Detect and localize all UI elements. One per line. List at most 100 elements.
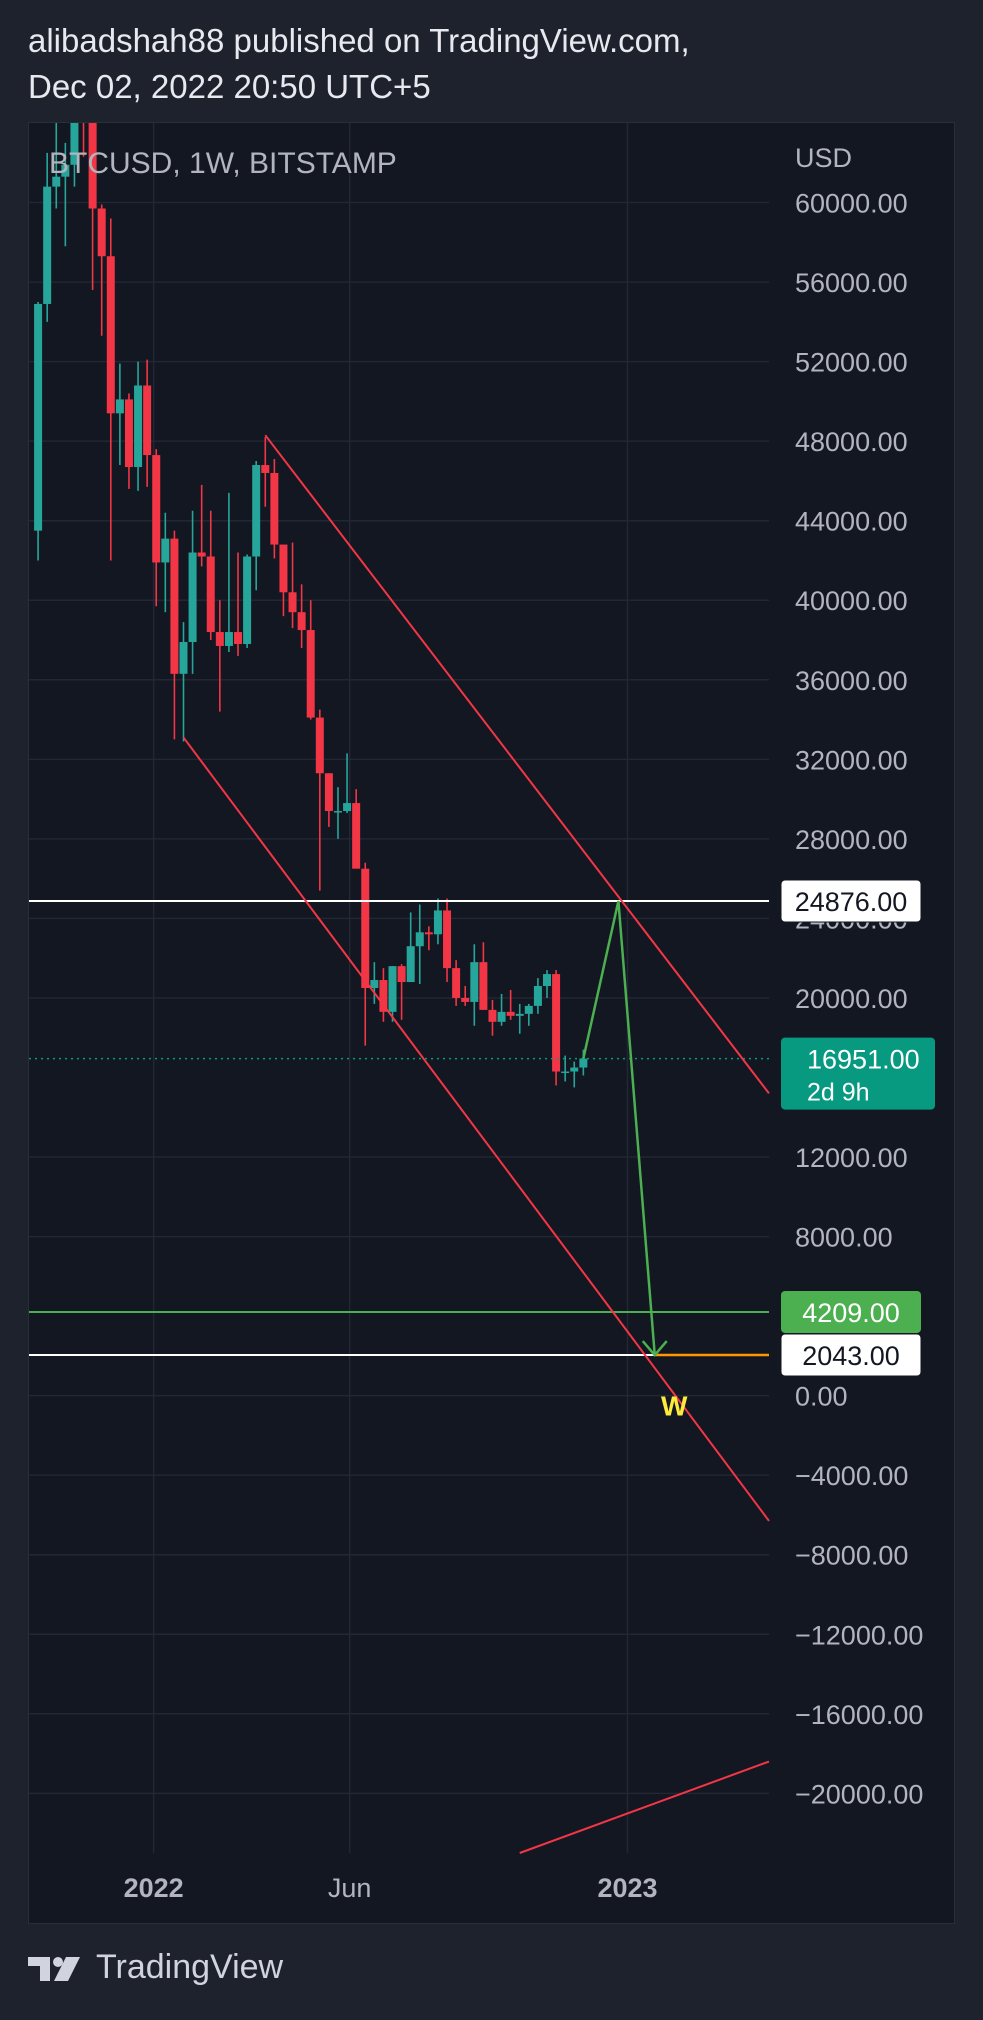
candle-body xyxy=(470,962,479,1002)
candle-body xyxy=(179,642,188,674)
y-tick-label: 0.00 xyxy=(795,1382,848,1412)
level-price-badge xyxy=(780,879,922,923)
y-tick-label: −20000.00 xyxy=(795,1779,923,1809)
y-tick-label: 56000.00 xyxy=(795,268,908,298)
candle-body xyxy=(461,997,470,1002)
candle-body xyxy=(370,980,379,988)
channel-upper-line xyxy=(264,434,770,1094)
y-tick-label: 8000.00 xyxy=(795,1223,893,1253)
last-price-badge xyxy=(781,1037,935,1110)
y-tick-label: 20000.00 xyxy=(795,984,908,1014)
x-tick-label: 2023 xyxy=(597,1873,657,1903)
candle-body xyxy=(88,123,97,209)
candle-body xyxy=(188,552,197,642)
candle-body xyxy=(243,556,252,644)
candle-body xyxy=(488,1009,497,1022)
candle-body xyxy=(288,592,297,613)
candle-body xyxy=(270,472,279,545)
candle-body xyxy=(533,986,542,1006)
candle-body xyxy=(261,465,270,473)
candle-body xyxy=(61,164,70,177)
candle-body xyxy=(215,632,224,646)
candle-body xyxy=(252,465,261,557)
publisher-line: alibadshah88 published on TradingView.co… xyxy=(28,22,690,59)
level-price-label: 24876.00 xyxy=(795,887,908,917)
currency-label: USD xyxy=(795,143,852,173)
candle-body xyxy=(506,1011,515,1016)
candle-body xyxy=(570,1067,579,1072)
candle-body xyxy=(397,966,406,983)
price-chart[interactable]: 2022 Jun 2023 60000.00 56000.00 52000.00 48000… xyxy=(29,123,956,1925)
y-tick-label: 12000.00 xyxy=(795,1143,908,1173)
y-tick-label: 40000.00 xyxy=(795,586,908,616)
candle-body xyxy=(524,1005,533,1014)
candle-body xyxy=(443,910,452,969)
y-tick-label: −16000.00 xyxy=(795,1700,923,1730)
level-price-label: 4209.00 xyxy=(802,1298,900,1328)
wave-label: W xyxy=(661,1391,688,1422)
x-tick-label: 2022 xyxy=(124,1873,184,1903)
candle-body xyxy=(561,1071,570,1074)
candle-body xyxy=(315,717,324,774)
level-price-badge xyxy=(780,1333,922,1377)
last-price-label: 16951.00 xyxy=(807,1045,920,1075)
trend-line xyxy=(519,1760,770,1854)
candle-body xyxy=(579,1058,588,1068)
candle-body xyxy=(452,968,461,998)
candle-body xyxy=(152,455,161,563)
level-price-badge xyxy=(781,1290,921,1333)
y-tick-label: 36000.00 xyxy=(795,666,908,696)
tradingview-brand[interactable]: TradingView xyxy=(96,1948,284,1986)
y-tick-label: 44000.00 xyxy=(795,507,908,537)
candle-body xyxy=(70,123,79,165)
candle-body xyxy=(543,974,551,987)
candle-body xyxy=(406,946,415,983)
channel-lower-line xyxy=(182,736,770,1522)
candle-body xyxy=(143,385,152,456)
candle-body xyxy=(115,399,124,414)
candle-body xyxy=(388,966,397,1012)
y-tick-label: 48000.00 xyxy=(795,427,908,457)
chart-title: BTCUSD, 1W, BITSTAMP xyxy=(49,147,397,180)
candle-body xyxy=(424,932,433,935)
candle-body xyxy=(361,868,370,988)
level-price-label: 2043.00 xyxy=(802,1341,900,1371)
candle-body xyxy=(34,303,43,531)
candle-body xyxy=(552,974,561,1072)
candle-body xyxy=(497,1011,506,1022)
candle-body xyxy=(379,980,388,1012)
y-tick-label: 28000.00 xyxy=(795,825,908,855)
candle-body xyxy=(333,811,342,813)
candle-body xyxy=(197,552,206,557)
y-tick-label: −8000.00 xyxy=(795,1541,908,1571)
publish-date: Dec 02, 2022 20:50 UTC+5 xyxy=(28,68,431,105)
candle-body xyxy=(224,632,233,646)
candle-body xyxy=(206,556,215,633)
candle-body xyxy=(161,538,170,563)
candle-body xyxy=(415,932,424,947)
projection-path xyxy=(582,900,657,1356)
footer: TradingView xyxy=(28,1948,283,1987)
candle-body xyxy=(279,544,288,593)
candle-body xyxy=(52,176,61,187)
candle-body xyxy=(106,256,115,414)
y-tick-label: −4000.00 xyxy=(795,1461,908,1491)
candle-body xyxy=(433,910,442,935)
candle-body xyxy=(97,208,106,257)
candle-body xyxy=(134,385,143,468)
bar-countdown-label: 2d 9h xyxy=(807,1079,870,1107)
publish-info: alibadshah88 published on TradingView.co… xyxy=(28,18,690,110)
chart-panel[interactable]: 2022 Jun 2023 60000.00 56000.00 52000.00 48000… xyxy=(28,122,955,1924)
candle-body xyxy=(324,773,333,812)
candle-body xyxy=(170,538,179,674)
candle-body xyxy=(515,1013,524,1016)
projection-arrowhead xyxy=(641,1340,668,1357)
candle-body xyxy=(234,632,243,644)
candle-body xyxy=(306,630,315,718)
candle-body xyxy=(297,612,306,631)
candle-body xyxy=(43,186,52,304)
x-tick-label: Jun xyxy=(328,1873,372,1903)
tradingview-logo-icon[interactable] xyxy=(28,1954,84,1982)
candle-body xyxy=(124,399,133,468)
candle-body xyxy=(479,962,488,1010)
